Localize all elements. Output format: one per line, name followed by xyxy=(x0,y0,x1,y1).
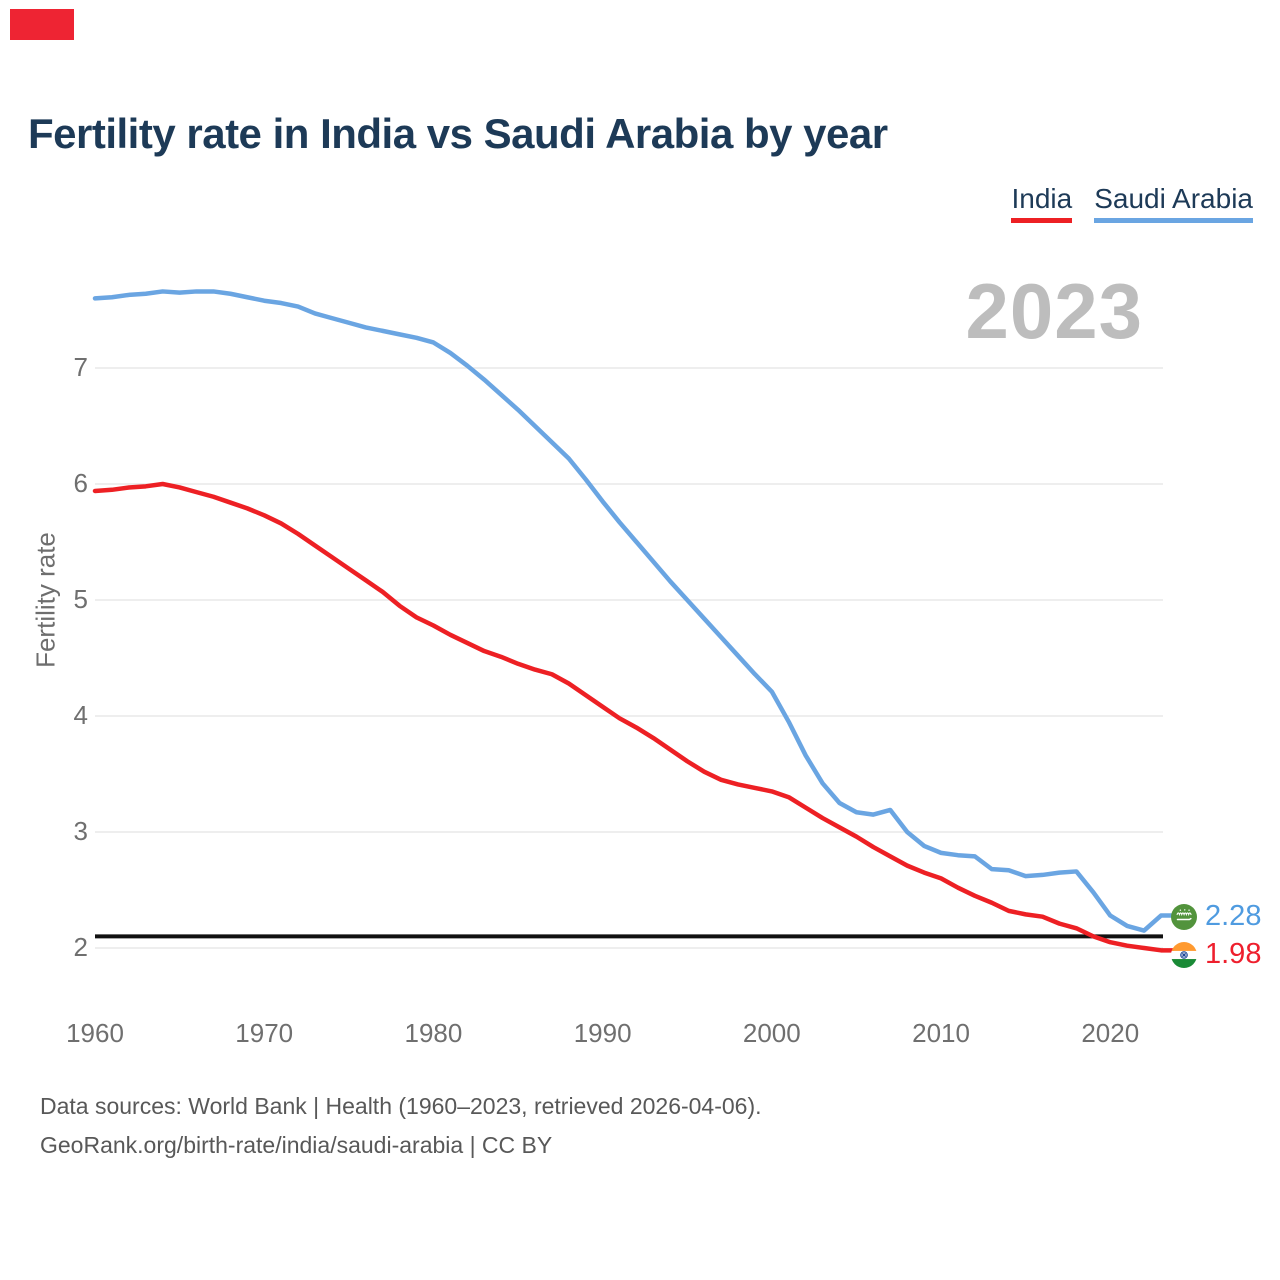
legend-color-bar-saudi-arabia xyxy=(1094,218,1253,223)
series-line-saudi-arabia xyxy=(92,289,1175,933)
y-tick-label-3: 3 xyxy=(73,816,88,846)
end-label-india: 1.98 xyxy=(1171,938,1261,971)
legend-label-saudi-arabia: Saudi Arabia xyxy=(1094,183,1253,214)
legend-label-india: India xyxy=(1011,183,1073,214)
y-tick-label-4: 4 xyxy=(73,700,88,730)
footer: Data sources: World Bank | Health (1960–… xyxy=(40,1087,762,1165)
x-tick-label-1980: 1980 xyxy=(404,1018,463,1048)
saudi-arabia-flag-icon xyxy=(1171,903,1197,930)
india-flag-icon xyxy=(1171,941,1197,968)
brand-red-box xyxy=(10,9,74,40)
watermark-year: 2023 xyxy=(965,267,1143,355)
y-tick-label-6: 6 xyxy=(73,468,88,498)
x-tick-label-2020: 2020 xyxy=(1081,1018,1140,1048)
legend-item-india[interactable]: India xyxy=(1011,183,1073,223)
series-line-india xyxy=(92,481,1175,953)
y-tick-label-7: 7 xyxy=(73,352,88,382)
end-value-saudi-arabia: 2.28 xyxy=(1205,900,1262,932)
x-tick-label-1970: 1970 xyxy=(235,1018,294,1048)
x-tick-label-2010: 2010 xyxy=(912,1018,970,1048)
y-tick-label-2: 2 xyxy=(73,932,88,962)
x-tick-label-2000: 2000 xyxy=(742,1018,801,1048)
legend: India Saudi Arabia xyxy=(1011,183,1253,223)
end-value-india: 1.98 xyxy=(1205,938,1262,970)
page-title: Fertility rate in India vs Saudi Arabia … xyxy=(28,110,888,157)
y-tick-label-5: 5 xyxy=(73,584,88,614)
legend-color-bar-india xyxy=(1011,218,1073,223)
end-label-saudi-arabia: 2.28 xyxy=(1171,900,1261,933)
x-tick-label-1990: 1990 xyxy=(573,1018,632,1048)
footer-sources-line: Data sources: World Bank | Health (1960–… xyxy=(40,1093,762,1119)
x-tick-label-1960: 1960 xyxy=(66,1018,124,1048)
legend-item-saudi-arabia[interactable]: Saudi Arabia xyxy=(1094,183,1253,223)
footer-attribution-line: GeoRank.org/birth-rate/india/saudi-arabi… xyxy=(40,1132,553,1158)
